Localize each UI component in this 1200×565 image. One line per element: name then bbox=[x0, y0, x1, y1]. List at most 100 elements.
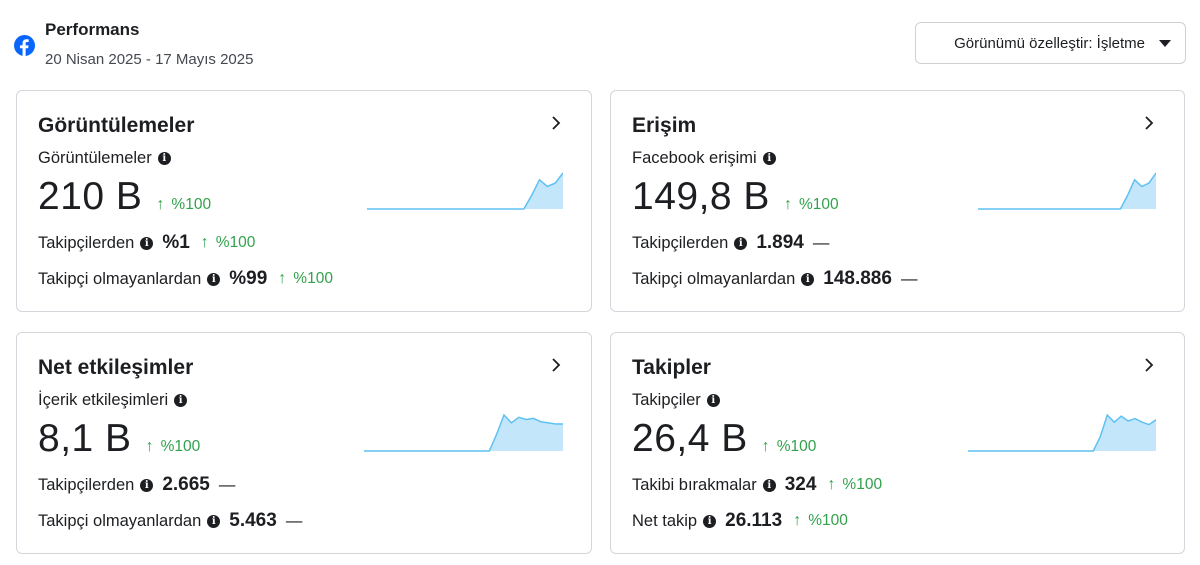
row-label: Takipçilerden bbox=[38, 233, 135, 252]
net-follows-row: Net takip i 26.113 ↑ %100 bbox=[632, 510, 848, 532]
followers-row: Takipçilerden i %1 ↑ %100 bbox=[38, 232, 255, 254]
customize-view-label: Görünümü özelleştir: İşletme bbox=[954, 34, 1145, 52]
row-value: 26.113 bbox=[725, 510, 783, 531]
delta-badge: ↑ %100 bbox=[784, 196, 839, 214]
metric-label: Görüntülemeler i bbox=[38, 149, 171, 168]
sparkline bbox=[367, 172, 563, 210]
metric-label: İçerik etkileşimleri i bbox=[38, 391, 188, 410]
info-icon[interactable]: i bbox=[140, 236, 154, 250]
delta-badge: ↑ %100 bbox=[146, 438, 201, 456]
chevron-right-icon[interactable] bbox=[1144, 357, 1154, 373]
info-icon[interactable]: i bbox=[706, 394, 720, 407]
big-metric: 210 B ↑ %100 bbox=[38, 175, 211, 219]
metric-label-text: İçerik etkileşimleri bbox=[38, 391, 169, 409]
date-range: 20 Nisan 2025 - 17 Mayıs 2025 bbox=[45, 51, 254, 68]
delta-value: %100 bbox=[808, 512, 848, 529]
big-metric: 8,1 B ↑ %100 bbox=[38, 417, 200, 461]
arrow-up-icon: ↑ bbox=[156, 196, 165, 213]
sparkline-area bbox=[367, 173, 563, 209]
no-change-dash: — bbox=[218, 475, 236, 494]
arrow-up-icon: ↑ bbox=[783, 196, 792, 213]
row-label: Takipçi olmayanlardan bbox=[38, 269, 202, 288]
info-icon[interactable]: i bbox=[140, 478, 154, 492]
row-label: Takipçi olmayanlardan bbox=[632, 269, 796, 288]
row-label: Takipçi olmayanlardan bbox=[38, 511, 202, 530]
info-icon[interactable]: i bbox=[703, 514, 717, 528]
big-value: 26,4 B bbox=[632, 417, 748, 460]
row-value: 324 bbox=[784, 474, 817, 495]
arrow-up-icon: ↑ bbox=[200, 234, 209, 251]
card-views[interactable]: Görüntülemeler Görüntülemeler i 210 B ↑ %1… bbox=[16, 90, 592, 312]
chevron-right-icon[interactable] bbox=[551, 115, 561, 131]
chevron-right-icon[interactable] bbox=[1144, 115, 1154, 131]
card-title: Net etkileşimler bbox=[38, 356, 194, 379]
card-reach[interactable]: Erişim Facebook erişimi i 149,8 B ↑ %100 T… bbox=[610, 90, 1185, 312]
sparkline-line bbox=[367, 172, 563, 210]
card-title: Erişim bbox=[632, 114, 697, 137]
no-change-dash: — bbox=[812, 233, 830, 252]
delta-badge: ↑ %100 bbox=[762, 438, 817, 456]
customize-view-dropdown[interactable]: Görünümü özelleştir: İşletme bbox=[915, 22, 1186, 64]
card-follows[interactable]: Takipler Takipçiler i 26,4 B ↑ %100 Takibi… bbox=[610, 332, 1185, 554]
row-value: 1.894 bbox=[756, 232, 804, 253]
unfollows-row: Takibi bırakmalar i 324 ↑ %100 bbox=[632, 474, 882, 496]
big-value: 210 B bbox=[38, 175, 143, 218]
non-followers-row: Takipçi olmayanlardan i 148.886 — bbox=[632, 268, 917, 290]
delta-value: %100 bbox=[293, 270, 333, 287]
page-title: Performans bbox=[45, 20, 140, 39]
chevron-right-icon[interactable] bbox=[551, 357, 561, 373]
non-followers-row: Takipçi olmayanlardan i 5.463 — bbox=[38, 510, 302, 532]
sparkline-area bbox=[364, 415, 563, 451]
info-icon[interactable]: i bbox=[762, 152, 776, 165]
sparkline-line bbox=[968, 413, 1156, 452]
metric-label: Takipçiler i bbox=[632, 391, 720, 410]
arrow-up-icon: ↑ bbox=[761, 438, 770, 455]
info-icon[interactable]: i bbox=[174, 394, 188, 407]
delta-value: %100 bbox=[215, 234, 256, 251]
info-icon[interactable]: i bbox=[762, 478, 776, 492]
arrow-up-icon: ↑ bbox=[827, 476, 836, 493]
delta-badge: ↑ %100 bbox=[156, 196, 211, 214]
metric-label: Facebook erişimi i bbox=[632, 149, 776, 168]
metric-label-text: Görüntülemeler bbox=[38, 149, 152, 167]
delta-value: %100 bbox=[160, 438, 201, 455]
followers-row: Takipçilerden i 2.665 — bbox=[38, 474, 235, 496]
info-icon[interactable]: i bbox=[801, 272, 815, 286]
info-icon[interactable]: i bbox=[157, 152, 171, 165]
sparkline bbox=[364, 413, 563, 452]
row-value: 5.463 bbox=[229, 510, 277, 531]
delta-badge: ↑ %100 bbox=[278, 270, 333, 288]
no-change-dash: — bbox=[285, 511, 303, 530]
delta-value: %100 bbox=[798, 196, 839, 213]
row-value: %99 bbox=[229, 268, 268, 289]
card-title: Görüntülemeler bbox=[38, 114, 195, 137]
info-icon[interactable]: i bbox=[207, 514, 221, 528]
arrow-up-icon: ↑ bbox=[278, 270, 287, 287]
big-value: 8,1 B bbox=[38, 417, 132, 460]
card-title: Takipler bbox=[632, 356, 711, 379]
sparkline-area bbox=[978, 173, 1156, 209]
info-icon[interactable]: i bbox=[207, 272, 221, 286]
delta-badge: ↑ %100 bbox=[827, 476, 882, 494]
delta-badge: ↑ %100 bbox=[793, 512, 848, 530]
sparkline bbox=[978, 172, 1156, 210]
row-value: %1 bbox=[162, 232, 190, 253]
row-value: 148.886 bbox=[823, 268, 892, 289]
row-label: Takibi bırakmalar bbox=[632, 475, 757, 494]
sparkline-area bbox=[968, 415, 1156, 451]
delta-value: %100 bbox=[171, 196, 212, 213]
performance-header: Performans 20 Nisan 2025 - 17 Mayıs 2025… bbox=[14, 16, 1186, 72]
sparkline bbox=[968, 413, 1156, 452]
info-icon[interactable]: i bbox=[734, 236, 748, 250]
row-value: 2.665 bbox=[162, 474, 210, 495]
facebook-icon bbox=[14, 35, 35, 56]
metric-label-text: Takipçiler bbox=[632, 391, 701, 409]
caret-down-icon bbox=[1159, 39, 1171, 47]
row-label: Takipçilerden bbox=[632, 233, 729, 252]
big-value: 149,8 B bbox=[632, 175, 770, 218]
big-metric: 149,8 B ↑ %100 bbox=[632, 175, 839, 219]
card-net-engagements[interactable]: Net etkileşimler İçerik etkileşimleri i 8… bbox=[16, 332, 592, 554]
followers-row: Takipçilerden i 1.894 — bbox=[632, 232, 829, 254]
row-label: Net takip bbox=[632, 511, 698, 530]
arrow-up-icon: ↑ bbox=[793, 512, 802, 529]
